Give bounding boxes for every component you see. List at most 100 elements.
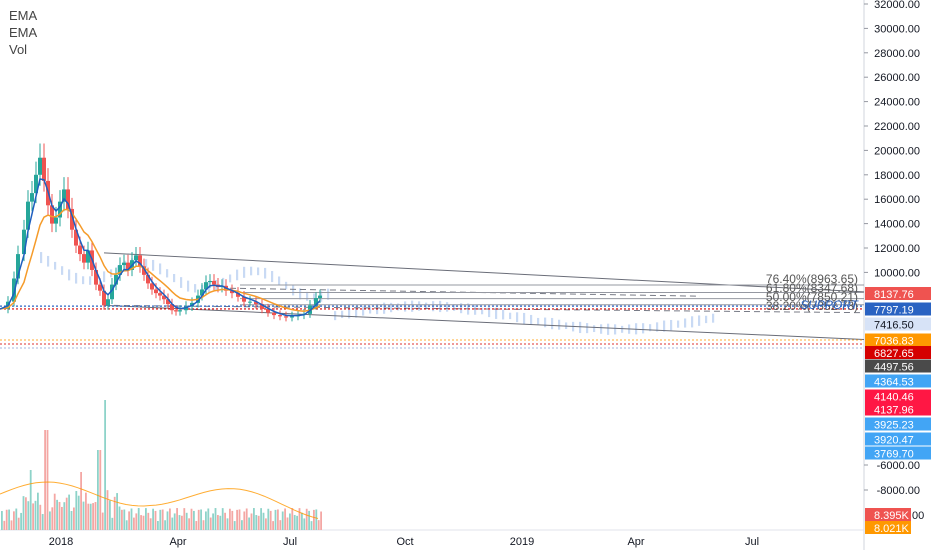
candle-body (284, 316, 288, 318)
volume-bar (128, 511, 130, 530)
candle-body (70, 208, 74, 230)
projection-bar (621, 325, 624, 333)
volume-bar (166, 511, 169, 530)
time-tick-label: Jul (745, 536, 759, 548)
volume-bar (260, 508, 262, 530)
projection-bar (607, 323, 610, 335)
candle-body (142, 266, 146, 275)
price-badge (865, 359, 931, 373)
volume-bar (217, 515, 219, 530)
volume-bar (101, 512, 104, 530)
projection-bar (656, 322, 659, 332)
candle-body (314, 298, 318, 306)
volume-bar (133, 517, 135, 530)
volume-bar (305, 508, 308, 530)
candle-body (110, 284, 114, 300)
projection-bar (313, 293, 316, 301)
projection-bar (425, 302, 428, 310)
price-badge (865, 432, 931, 446)
volume-bar (121, 509, 123, 530)
volume-bar (130, 508, 133, 530)
volume-bar (229, 508, 231, 530)
volume-bar (224, 512, 226, 530)
projection-bar (173, 274, 176, 283)
volume-badge-suffix: 00 (912, 510, 924, 522)
volume-bar (56, 499, 58, 530)
volume-bar (269, 510, 272, 530)
volume-bar (313, 509, 315, 530)
projection-bar (82, 276, 85, 285)
projection-bar (530, 314, 533, 325)
projection-bar (264, 267, 267, 279)
volume-bar (106, 490, 109, 530)
candle-body (118, 265, 122, 275)
candle-body (200, 289, 204, 296)
price-tick-label: 32000.00 (874, 0, 920, 11)
volume-bar (233, 521, 236, 530)
volume-bar (116, 493, 118, 530)
volume-bar (87, 503, 90, 530)
volume-bar (281, 511, 284, 530)
volume-bar (85, 492, 87, 530)
projection-bar (453, 304, 456, 311)
volume-bar (291, 508, 294, 530)
legend-ema-2[interactable]: EMA (9, 25, 38, 40)
volume-bar (73, 507, 75, 530)
price-badge (865, 317, 931, 331)
price-badge-label: 3925.23 (874, 420, 914, 432)
projection-bar (649, 324, 652, 332)
candle-body (272, 312, 276, 316)
volume-bar (5, 509, 8, 530)
volume-bar (58, 501, 61, 530)
volume-bar (317, 520, 320, 530)
projection-bar (537, 317, 540, 325)
volume-bar (13, 511, 15, 530)
time-tick-label: Oct (396, 536, 413, 548)
price-badge-label: 7416.50 (874, 320, 914, 332)
volume-bar (267, 508, 270, 530)
projection-bar (194, 284, 197, 293)
fib-level-label: 61.80%(8347.68) (766, 281, 858, 295)
price-badge-label: 4497.56 (874, 362, 914, 374)
volume-bar (75, 491, 78, 530)
volume-bar (68, 494, 70, 530)
volume-bar (315, 509, 318, 530)
volume-bar (303, 518, 306, 530)
projection-bar (103, 271, 106, 283)
projection-bar (369, 306, 372, 314)
volume-bar (193, 510, 195, 530)
volume-bar (181, 515, 183, 530)
legend-ema-1[interactable]: EMA (9, 8, 38, 23)
projection-bar (222, 277, 225, 287)
projection-bar (306, 291, 309, 301)
candle-body (278, 315, 282, 317)
volume-bar (17, 517, 20, 530)
volume-bar (212, 513, 214, 530)
volume-bar (262, 512, 265, 530)
volume-badge (865, 508, 911, 521)
volume-bar (63, 502, 66, 530)
volume-bar (284, 508, 286, 530)
volume-bar (49, 511, 51, 530)
legend-vol[interactable]: Vol (9, 42, 28, 57)
candle-body (150, 283, 154, 290)
volume-bar (209, 517, 212, 530)
volume-bar (183, 508, 186, 530)
projection-bar (523, 312, 526, 325)
volume-bar (80, 472, 82, 530)
price-badge-label: 7036.83 (874, 336, 914, 348)
candle-body (106, 299, 110, 306)
volume-bar (231, 510, 234, 530)
price-badge-label: 7797.19 (874, 305, 914, 317)
volume-bar (147, 512, 150, 530)
projection-bar (600, 324, 603, 334)
candle-body (94, 269, 98, 285)
candle-body (208, 280, 212, 283)
candle-body (38, 157, 42, 175)
price-tick-label: 28000.00 (874, 48, 920, 60)
volume-bar (289, 513, 291, 530)
projection-bar (684, 318, 687, 328)
price-badge-label: 3769.70 (874, 449, 914, 461)
price-tick-label: 18000.00 (874, 170, 920, 182)
